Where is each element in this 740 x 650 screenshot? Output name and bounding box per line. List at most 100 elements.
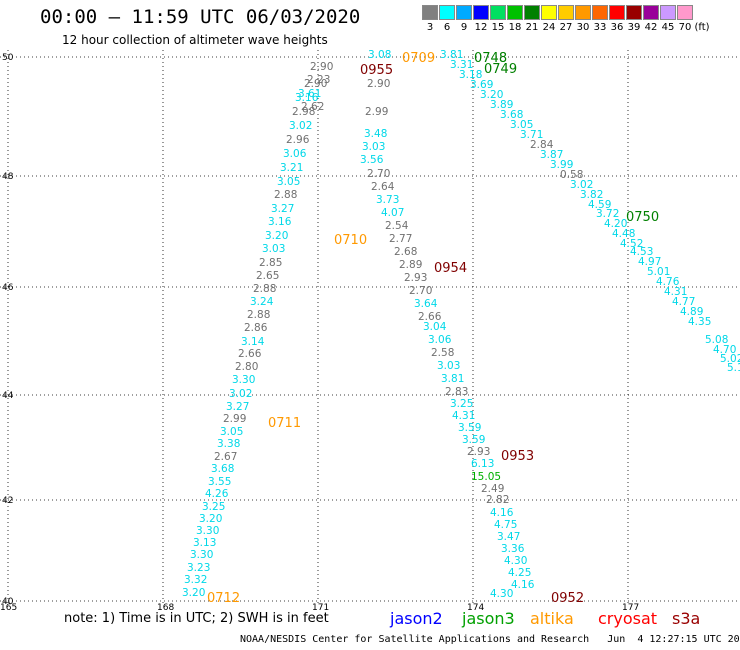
swh-label: 2.84: [530, 139, 554, 151]
scale-label: 70: [678, 22, 692, 33]
scale-label: 12: [474, 22, 488, 33]
swh-label: 4.76: [656, 276, 680, 288]
swh-label: 3.38: [217, 438, 240, 450]
scale-swatch: [473, 5, 489, 20]
scale-label: 42: [644, 22, 658, 33]
legend-jason3: jason3: [462, 609, 515, 628]
scale-label: 9: [460, 22, 468, 33]
swh-label: 4.53: [630, 246, 653, 258]
swh-label: 4.77: [672, 296, 695, 308]
swh-label: 2.58: [431, 347, 454, 359]
swh-label: 3.03: [437, 360, 460, 372]
swh-label: 4.20: [604, 218, 627, 230]
swh-label: 2.90: [304, 78, 327, 90]
swh-label: 4.75: [494, 519, 517, 531]
swh-label: 2.98: [292, 106, 315, 118]
swh-label: 3.06: [428, 334, 452, 346]
lat-tick-label: 48: [2, 172, 14, 182]
swh-label: 3.16: [268, 216, 292, 228]
swh-label: 4.52: [620, 238, 643, 250]
swh-label: 3.20: [265, 230, 288, 242]
scale-swatch: [592, 5, 608, 20]
swh-label: 3.87: [540, 149, 563, 161]
swh-label: 3.36: [501, 543, 525, 555]
swh-label: 2.96: [286, 134, 310, 146]
scale-label: 33: [593, 22, 607, 33]
lon-tick-label: 168: [157, 603, 174, 613]
swh-label: 2.80: [235, 361, 258, 373]
swh-label: 3.02: [229, 388, 252, 400]
swh-label: 3.16: [295, 92, 319, 104]
swh-label: 3.05: [220, 426, 243, 438]
swh-label: 3.02: [570, 179, 593, 191]
swh-label: 3.89: [490, 99, 513, 111]
swh-label: 3.68: [211, 463, 234, 475]
swh-label: 5.01: [647, 266, 670, 278]
pass-time-label: 0750: [626, 210, 659, 225]
swh-label: 3.05: [510, 119, 533, 131]
pass-time-label: 0953: [501, 449, 534, 464]
swh-label: 2.90: [310, 61, 333, 73]
swh-label: 3.81: [441, 373, 464, 385]
pass-time-label: 0749: [484, 62, 517, 77]
swh-label: 4.35: [688, 316, 711, 328]
swh-label: 3.23: [187, 562, 210, 574]
page-subtitle: 12 hour collection of altimeter wave hei…: [62, 33, 328, 47]
scale-label: 39: [627, 22, 641, 33]
swh-label: 4.16: [490, 507, 514, 519]
lat-tick-label: 42: [2, 496, 13, 506]
swh-label: 3.13: [193, 537, 216, 549]
swh-label: 3.99: [550, 159, 573, 171]
swh-label: 3.27: [226, 401, 249, 413]
legend-jason2: jason2: [390, 609, 443, 628]
swh-label: 2.99: [223, 413, 246, 425]
swh-label: 3.68: [500, 109, 523, 121]
swh-label: 3.27: [271, 203, 294, 215]
swh-label: 2.62: [301, 101, 324, 113]
swh-label: 2.88: [247, 309, 270, 321]
pass-time-label: 0952: [551, 591, 584, 606]
lon-tick-label: 171: [312, 603, 329, 613]
scale-label: 36: [610, 22, 624, 33]
swh-label: 3.59: [462, 434, 485, 446]
swh-label: 2.82: [486, 494, 509, 506]
scale-label: 24: [542, 22, 556, 33]
swh-label: 4.89: [680, 306, 703, 318]
lon-tick-label: 177: [622, 603, 639, 613]
swh-label: 2.89: [399, 259, 422, 271]
credit-line: NOAA/NESDIS Center for Satellite Applica…: [240, 634, 740, 645]
scale-swatch: [456, 5, 472, 20]
swh-label: 3.03: [362, 141, 385, 153]
swh-label: 3.24: [250, 296, 274, 308]
swh-label: 3.02: [289, 120, 312, 132]
legend-altika: altika: [530, 609, 574, 628]
swh-label: 3.72: [596, 208, 619, 220]
swh-label: 3.14: [241, 336, 265, 348]
scale-swatch: [660, 5, 676, 20]
swh-label: 3.30: [232, 374, 255, 386]
swh-label: 2.86: [244, 322, 268, 334]
swh-label: 2.68: [394, 246, 417, 258]
swh-label: 3.48: [364, 128, 387, 140]
scale-label: (ft): [694, 22, 710, 33]
scale-swatch: [541, 5, 557, 20]
swh-label: 3.81: [440, 49, 463, 61]
swh-label: 3.03: [262, 243, 285, 255]
lat-tick-label: 44: [2, 391, 14, 401]
scale-label: 3: [426, 22, 434, 33]
swh-label: 2.99: [365, 106, 388, 118]
scale-label: 27: [559, 22, 573, 33]
swh-label: 5.08: [705, 334, 728, 346]
swh-label: 3.25: [202, 501, 225, 513]
swh-label: 15.05: [471, 471, 501, 483]
swh-label: 3.30: [196, 525, 219, 537]
scale-swatch: [643, 5, 659, 20]
scale-swatch: [524, 5, 540, 20]
swh-label: 3.61: [298, 88, 321, 100]
swh-label: 2.70: [409, 285, 432, 297]
swh-label: 3.21: [280, 162, 303, 174]
swh-label: 4.26: [205, 488, 229, 500]
swh-label: 4.97: [638, 256, 661, 268]
swh-label: 3.56: [360, 154, 384, 166]
